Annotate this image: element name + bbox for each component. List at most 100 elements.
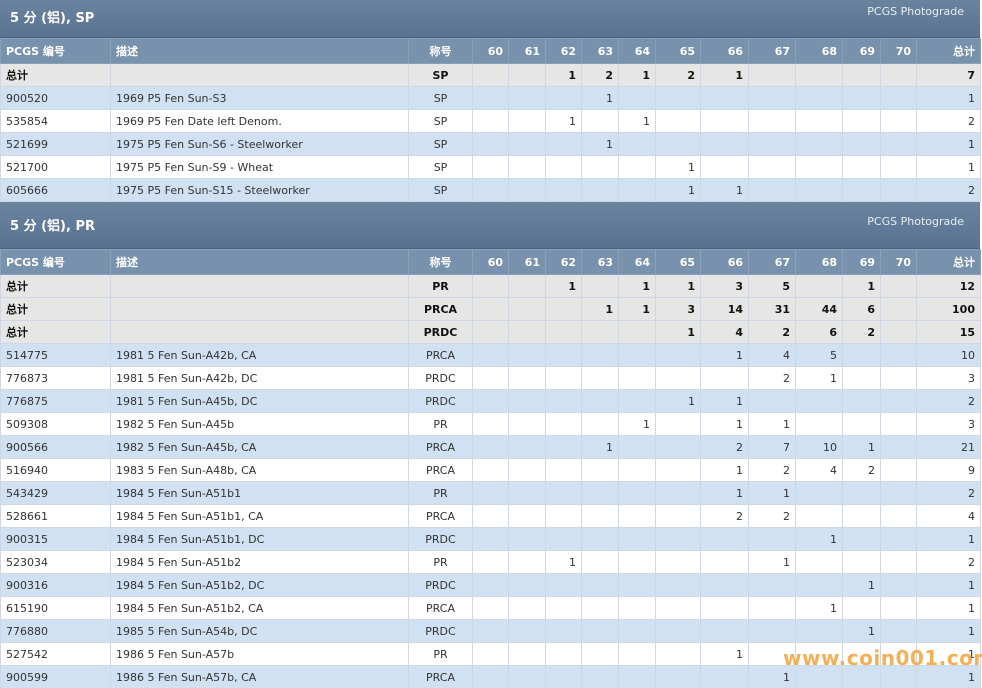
cell — [842, 178, 881, 202]
column-header: 称号 — [408, 38, 473, 64]
column-header: 67 — [748, 38, 796, 64]
cell — [880, 504, 917, 528]
cell: 1 — [748, 481, 796, 505]
designation: PRCA — [408, 596, 473, 620]
cell — [655, 550, 701, 574]
cell — [880, 109, 917, 133]
column-header: 70 — [880, 249, 917, 275]
column-header: 总计 — [916, 249, 981, 275]
pcgs-code[interactable]: 776875 — [0, 389, 111, 413]
cell — [842, 665, 881, 688]
cell — [748, 619, 796, 643]
pcgs-code[interactable]: 776880 — [0, 619, 111, 643]
cell — [842, 642, 881, 666]
cell — [472, 665, 509, 688]
cell — [700, 619, 749, 643]
cell — [472, 481, 509, 505]
cell: 1 — [795, 596, 843, 620]
cell — [655, 132, 701, 156]
cell — [508, 458, 546, 482]
cell — [618, 573, 656, 597]
cell — [545, 458, 582, 482]
pcgs-code[interactable]: 535854 — [0, 109, 111, 133]
cell — [508, 366, 546, 390]
cell: 6 — [842, 297, 881, 321]
cell — [545, 132, 582, 156]
cell — [795, 619, 843, 643]
pcgs-code[interactable]: 516940 — [0, 458, 111, 482]
cell — [618, 435, 656, 459]
cell: 1 — [916, 527, 981, 551]
description: 1981 5 Fen Sun-A42b, CA — [110, 343, 409, 367]
pcgs-code[interactable]: 900316 — [0, 573, 111, 597]
cell — [880, 665, 917, 688]
cell — [581, 573, 619, 597]
cell — [545, 435, 582, 459]
cell — [581, 596, 619, 620]
cell — [842, 412, 881, 436]
pcgs-code[interactable]: 543429 — [0, 481, 111, 505]
cell: 5 — [748, 274, 796, 298]
pcgs-code[interactable]: 528661 — [0, 504, 111, 528]
cell: 1 — [581, 297, 619, 321]
description: 1975 P5 Fen Sun-S6 - Steelworker — [110, 132, 409, 156]
total-row: 总计 SP 1 2 1 2 1 7 — [0, 63, 981, 87]
cell — [700, 550, 749, 574]
cell — [795, 573, 843, 597]
cell: 1 — [842, 435, 881, 459]
pcgs-code[interactable]: 615190 — [0, 596, 111, 620]
cell — [842, 155, 881, 179]
cell — [880, 642, 917, 666]
cell — [618, 132, 656, 156]
cell — [842, 481, 881, 505]
pcgs-code[interactable]: 514775 — [0, 343, 111, 367]
pcgs-code[interactable]: 509308 — [0, 412, 111, 436]
cell — [618, 619, 656, 643]
cell — [545, 596, 582, 620]
data-row: 776873 1981 5 Fen Sun-A42b, DC PRDC 2 1 3 — [0, 366, 981, 390]
designation: PR — [408, 550, 473, 574]
cell: 1 — [545, 63, 582, 87]
column-header: 65 — [655, 38, 701, 64]
cell — [842, 389, 881, 413]
column-header: 61 — [508, 38, 546, 64]
column-header: 60 — [472, 38, 509, 64]
description: 1975 P5 Fen Sun-S15 - Steelworker — [110, 178, 409, 202]
pcgs-code[interactable]: 605666 — [0, 178, 111, 202]
cell — [545, 504, 582, 528]
pcgs-code[interactable]: 900599 — [0, 665, 111, 688]
cell — [618, 527, 656, 551]
cell — [880, 86, 917, 110]
cell: 1 — [618, 297, 656, 321]
header-row: PCGS 编号 描述 称号 60 61 62 63 64 65 66 67 68 69 70 总计 — [0, 38, 981, 64]
column-header: 62 — [545, 249, 582, 275]
pcgs-code[interactable]: 900315 — [0, 527, 111, 551]
pcgs-code[interactable]: 900566 — [0, 435, 111, 459]
cell: 31 — [748, 297, 796, 321]
designation: PRDC — [408, 573, 473, 597]
cell: 1 — [655, 274, 701, 298]
pcgs-code[interactable]: 521700 — [0, 155, 111, 179]
cell — [472, 550, 509, 574]
cell — [795, 642, 843, 666]
cell — [581, 389, 619, 413]
cell — [748, 389, 796, 413]
pcgs-code[interactable]: 523034 — [0, 550, 111, 574]
pcgs-code[interactable]: 776873 — [0, 366, 111, 390]
cell: 1 — [581, 86, 619, 110]
data-row: 528661 1984 5 Fen Sun-A51b1, CA PRCA 2 2 4 — [0, 504, 981, 528]
cell — [842, 504, 881, 528]
cell — [700, 109, 749, 133]
pcgs-code[interactable]: 900520 — [0, 86, 111, 110]
column-header: 描述 — [110, 38, 409, 64]
pcgs-code[interactable]: 527542 — [0, 642, 111, 666]
cell: 2 — [916, 481, 981, 505]
data-row: 521700 1975 P5 Fen Sun-S9 - Wheat SP 1 1 — [0, 155, 981, 179]
cell — [581, 458, 619, 482]
cell — [545, 389, 582, 413]
cell: 2 — [916, 178, 981, 202]
pcgs-code[interactable]: 521699 — [0, 132, 111, 156]
cell — [880, 550, 917, 574]
description: 1983 5 Fen Sun-A48b, CA — [110, 458, 409, 482]
cell — [795, 274, 843, 298]
